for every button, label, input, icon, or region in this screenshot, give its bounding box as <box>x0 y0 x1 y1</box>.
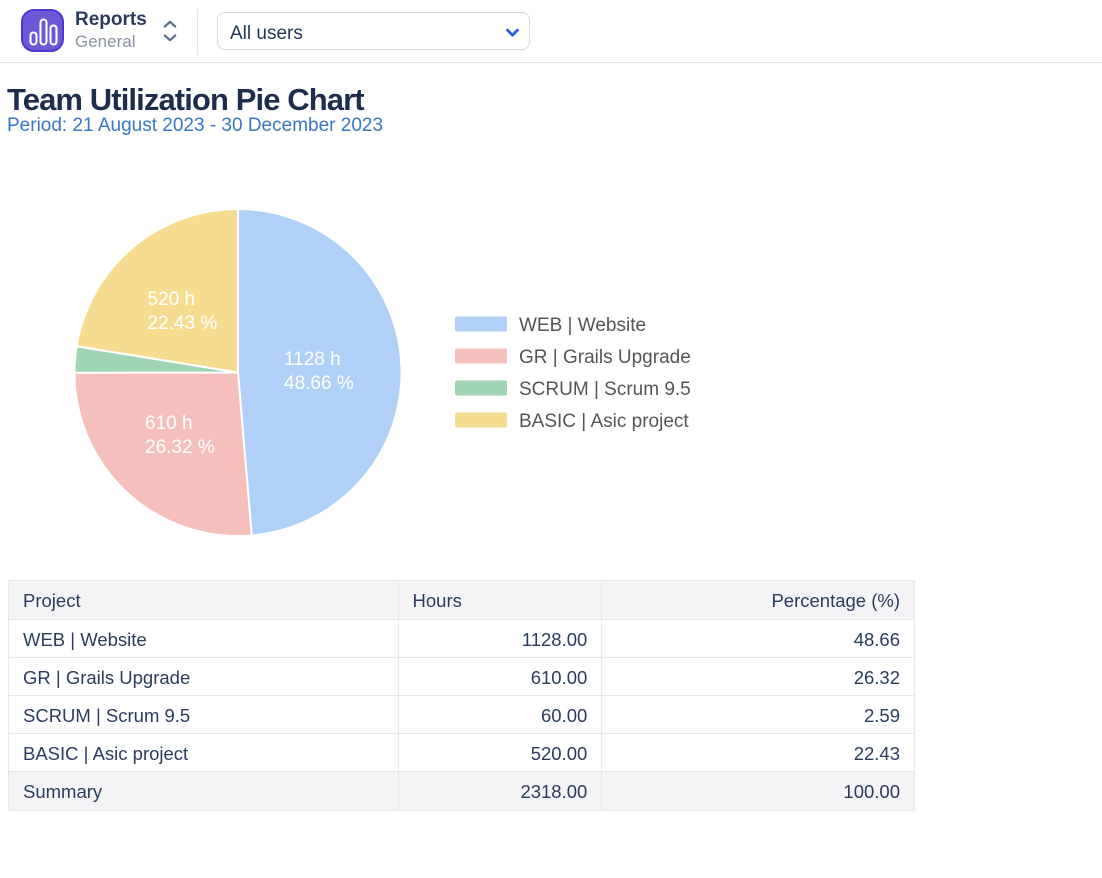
svg-text:610 h: 610 h <box>145 413 193 434</box>
svg-text:BASIC | Asic project: BASIC | Asic project <box>519 411 689 432</box>
svg-text:22.43 %: 22.43 % <box>148 313 218 334</box>
svg-text:26.32 %: 26.32 % <box>145 437 215 458</box>
svg-text:1128 h: 1128 h <box>284 349 341 370</box>
svg-text:48.66 %: 48.66 % <box>284 373 354 394</box>
svg-text:520 h: 520 h <box>148 289 196 310</box>
svg-text:GR | Grails Upgrade: GR | Grails Upgrade <box>519 347 691 368</box>
svg-text:WEB | Website: WEB | Website <box>519 315 646 336</box>
svg-text:SCRUM | Scrum 9.5: SCRUM | Scrum 9.5 <box>519 379 691 400</box>
